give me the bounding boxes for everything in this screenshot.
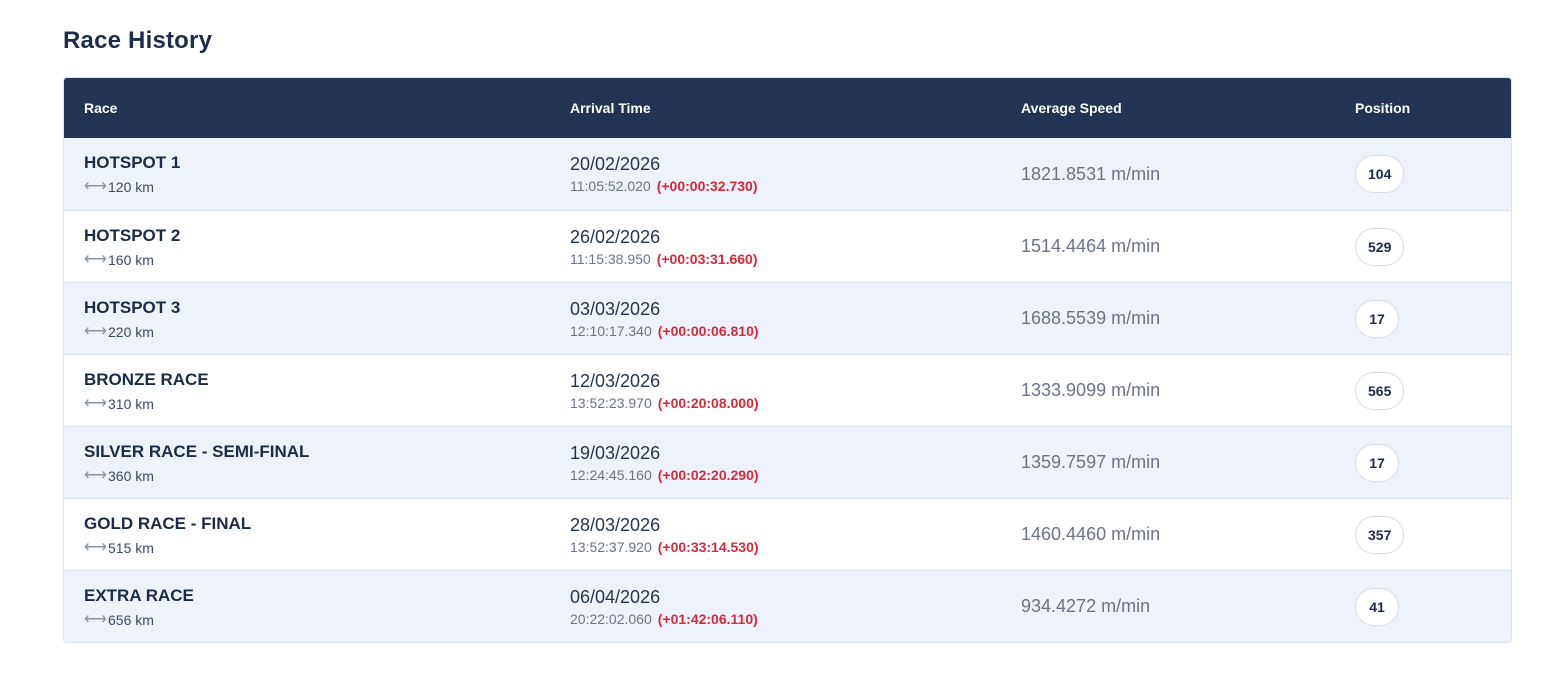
arrows-horizontal-icon: ⟷ xyxy=(84,610,107,628)
race-distance: 360 km xyxy=(108,467,154,484)
position-badge: 17 xyxy=(1355,443,1399,482)
table-row[interactable]: GOLD RACE - FINAL ⟷ 515 km 28/03/2026 13:… xyxy=(64,498,1511,570)
race-distance: 515 km xyxy=(108,539,154,556)
arrival-date: 20/02/2026 xyxy=(570,154,661,174)
header-arrival-time: Arrival Time xyxy=(570,100,651,116)
table-header: Race Arrival Time Average Speed Position xyxy=(64,78,1511,138)
arrows-horizontal-icon: ⟷ xyxy=(84,250,107,268)
table-body: HOTSPOT 1 ⟷ 120 km 20/02/2026 11:05:52.02… xyxy=(64,138,1511,642)
race-distance: 220 km xyxy=(108,323,154,340)
arrival-time: 12:10:17.340 xyxy=(570,322,652,339)
position-badge: 357 xyxy=(1355,515,1405,554)
position-badge: 104 xyxy=(1355,155,1405,193)
average-speed: 1821.8531 m/min xyxy=(1021,163,1161,184)
race-name: EXTRA RACE xyxy=(84,585,194,605)
arrival-date: 12/03/2026 xyxy=(570,370,661,391)
race-name: HOTSPOT 1 xyxy=(84,153,181,172)
position-badge: 17 xyxy=(1355,299,1399,338)
time-delta: (+00:20:08.000) xyxy=(657,394,759,411)
header-average-speed: Average Speed xyxy=(1021,100,1122,116)
arrows-horizontal-icon: ⟷ xyxy=(84,322,107,340)
race-name: GOLD RACE - FINAL xyxy=(84,513,252,533)
arrival-date: 26/02/2026 xyxy=(570,226,661,247)
average-speed: 1333.9099 m/min xyxy=(1021,380,1161,400)
average-speed: 1359.7597 m/min xyxy=(1021,452,1161,472)
arrows-horizontal-icon: ⟷ xyxy=(84,538,107,556)
race-name: BRONZE RACE xyxy=(84,369,209,389)
time-delta: (+00:03:31.660) xyxy=(656,250,758,267)
page-title: Race History xyxy=(63,27,213,54)
header-race: Race xyxy=(84,100,118,116)
race-distance: 310 km xyxy=(108,395,154,412)
arrows-horizontal-icon: ⟷ xyxy=(84,178,107,195)
header-position: Position xyxy=(1355,100,1411,116)
arrival-time: 11:15:38.950 xyxy=(570,250,651,267)
arrows-horizontal-icon: ⟷ xyxy=(84,466,107,484)
arrival-date: 03/03/2026 xyxy=(570,298,661,319)
arrival-time: 13:52:37.920 xyxy=(570,538,652,555)
arrival-time: 12:24:45.160 xyxy=(570,466,652,483)
race-history-table: Race Arrival Time Average Speed Position… xyxy=(63,77,1512,643)
time-delta: (+00:00:32.730) xyxy=(656,178,758,194)
arrival-time: 13:52:23.970 xyxy=(570,394,652,411)
race-name: SILVER RACE - SEMI-FINAL xyxy=(84,441,310,461)
table-row[interactable]: HOTSPOT 3 ⟷ 220 km 03/03/2026 12:10:17.34… xyxy=(64,282,1511,354)
position-badge: 565 xyxy=(1355,371,1405,410)
time-delta: (+00:33:14.530) xyxy=(657,538,759,555)
average-speed: 1460.4460 m/min xyxy=(1021,524,1161,544)
time-delta: (+01:42:06.110) xyxy=(657,610,758,627)
race-distance: 120 km xyxy=(108,179,154,195)
table-row[interactable]: HOTSPOT 2 ⟷ 160 km 26/02/2026 11:15:38.95… xyxy=(64,210,1511,282)
arrival-time: 11:05:52.020 xyxy=(570,178,651,194)
table-row[interactable]: BRONZE RACE ⟷ 310 km 12/03/2026 13:52:23.… xyxy=(64,354,1511,426)
arrival-date: 19/03/2026 xyxy=(570,442,661,463)
average-speed: 934.4272 m/min xyxy=(1021,596,1151,616)
arrival-date: 28/03/2026 xyxy=(570,514,661,535)
arrival-time: 20:22:02.060 xyxy=(570,610,652,627)
position-badge: 41 xyxy=(1355,587,1399,626)
time-delta: (+00:02:20.290) xyxy=(657,466,759,483)
race-distance: 160 km xyxy=(108,251,154,268)
average-speed: 1688.5539 m/min xyxy=(1021,308,1161,328)
race-name: HOTSPOT 3 xyxy=(84,297,181,317)
position-badge: 529 xyxy=(1355,227,1405,266)
table-row[interactable]: HOTSPOT 1 ⟷ 120 km 20/02/2026 11:05:52.02… xyxy=(64,138,1511,210)
arrows-horizontal-icon: ⟷ xyxy=(84,394,107,412)
race-distance: 656 km xyxy=(108,611,154,628)
time-delta: (+00:00:06.810) xyxy=(657,322,759,339)
average-speed: 1514.4464 m/min xyxy=(1021,236,1161,256)
table-row[interactable]: EXTRA RACE ⟷ 656 km 06/04/2026 20:22:02.0… xyxy=(64,570,1511,642)
table-row[interactable]: SILVER RACE - SEMI-FINAL ⟷ 360 km 19/03/2… xyxy=(64,426,1511,498)
arrival-date: 06/04/2026 xyxy=(570,586,661,607)
race-name: HOTSPOT 2 xyxy=(84,225,181,245)
